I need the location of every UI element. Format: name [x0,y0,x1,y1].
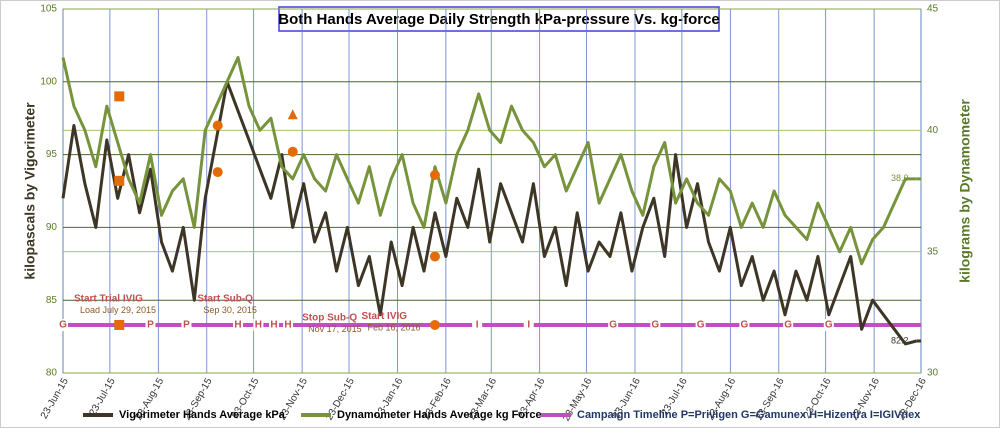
y2-tick-label: 45 [927,4,939,15]
event-marker [114,319,125,330]
timeline-label-bg [181,318,192,331]
chart-title: Both Hands Average Daily Strength kPa-pr… [278,11,720,28]
timeline-label: G [651,320,659,331]
y-tick-label: 100 [40,76,57,87]
legend-label: Campaign Timeline P=Privigen G=Gamunex H… [577,409,921,421]
event-marker [114,175,125,186]
timeline-label-bg [523,318,534,331]
y-tick-label: 95 [46,149,58,160]
annotation-note: Feb 16, 2016 [368,323,421,333]
end-label: 82.2 [891,335,909,345]
legend-label: Vigorimeter Hands Average kPa [119,409,286,421]
annotation: Start IVIG [362,311,408,322]
event-marker [287,109,298,120]
plot-area [62,8,922,374]
x-tick-label: 23-Jul-15 [87,376,118,418]
y-tick-label: 80 [46,368,58,379]
timeline-label: P [183,320,190,331]
y2-tick-label: 30 [927,368,939,379]
timeline-label: H [270,320,277,331]
event-marker [429,169,440,180]
timeline-label: H [234,320,241,331]
event-marker [212,120,223,131]
timeline-label: H [284,320,291,331]
timeline-label-bg [695,318,706,331]
event-marker [212,167,223,178]
timeline-label-bg [823,318,834,331]
timeline-label-bg [739,318,750,331]
event-marker [114,91,125,102]
timeline-label-bg [650,318,661,331]
series-line [61,80,917,346]
timeline-label-bg [608,318,619,331]
title-box [278,6,720,32]
timeline-label-bg [58,318,68,331]
y2-tick-label: 35 [927,246,939,257]
timeline-label-bg [233,318,244,331]
event-marker [429,251,440,262]
timeline-label-bg [283,318,294,331]
timeline-label-bg [783,318,794,331]
timeline-label: P [147,320,154,331]
y2-tick-label: 40 [927,125,939,136]
annotation-note: Load July 29, 2015 [80,305,156,315]
y-tick-label: 90 [46,222,58,233]
timeline-label: H [255,320,262,331]
legend-label: Dynamometer Hands Average kg Force [337,409,542,421]
timeline-label: I [527,320,530,331]
timeline-label: G [784,320,792,331]
timeline-label-bg [145,318,156,331]
timeline-label: G [741,320,749,331]
timeline-label: G [609,320,617,331]
annotation: Stop Sub-Q [302,312,357,323]
y-axis-title: kilopascals by Vigorimeter [22,102,38,280]
timeline-label-bg [268,318,279,331]
annotation-note: Nov 17, 2015 [308,324,362,334]
annotation-note: Sep 30, 2015 [203,305,257,315]
timeline-label: G [697,320,705,331]
y-tick-label: 85 [46,295,58,306]
timeline-label-bg [472,318,483,331]
timeline-label-bg [253,318,264,331]
timeline-label: G [59,320,67,331]
event-marker [287,146,298,157]
annotation: Start Sub-Q [197,293,253,304]
timeline-label: I [476,320,479,331]
event-marker [429,319,440,330]
series-line [61,56,917,266]
timeline-label: G [825,320,833,331]
y-tick-label: 105 [40,4,57,15]
annotation: Start Trial IVIG [74,293,143,304]
end-label: 38.0 [891,173,909,183]
y2-axis-title: kilograms by Dynamometer [957,99,973,283]
x-tick-label: 23-Jun-15 [39,376,71,421]
